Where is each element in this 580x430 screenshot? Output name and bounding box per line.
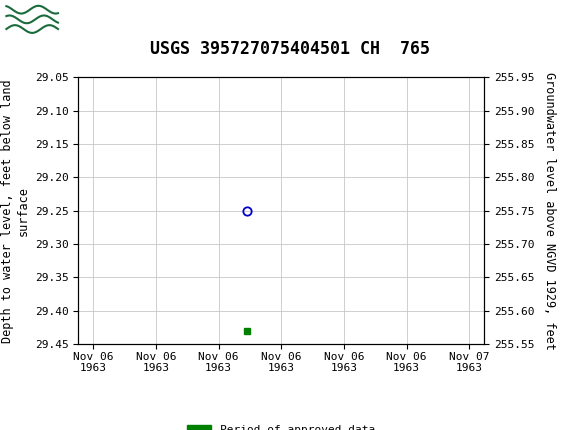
Y-axis label: Groundwater level above NGVD 1929, feet: Groundwater level above NGVD 1929, feet	[543, 72, 556, 350]
Y-axis label: Depth to water level, feet below land
surface: Depth to water level, feet below land su…	[1, 79, 29, 343]
Text: USGS 395727075404501 CH  765: USGS 395727075404501 CH 765	[150, 40, 430, 58]
Legend: Period of approved data: Period of approved data	[183, 421, 380, 430]
Text: USGS: USGS	[67, 9, 117, 29]
FancyBboxPatch shape	[5, 3, 60, 35]
